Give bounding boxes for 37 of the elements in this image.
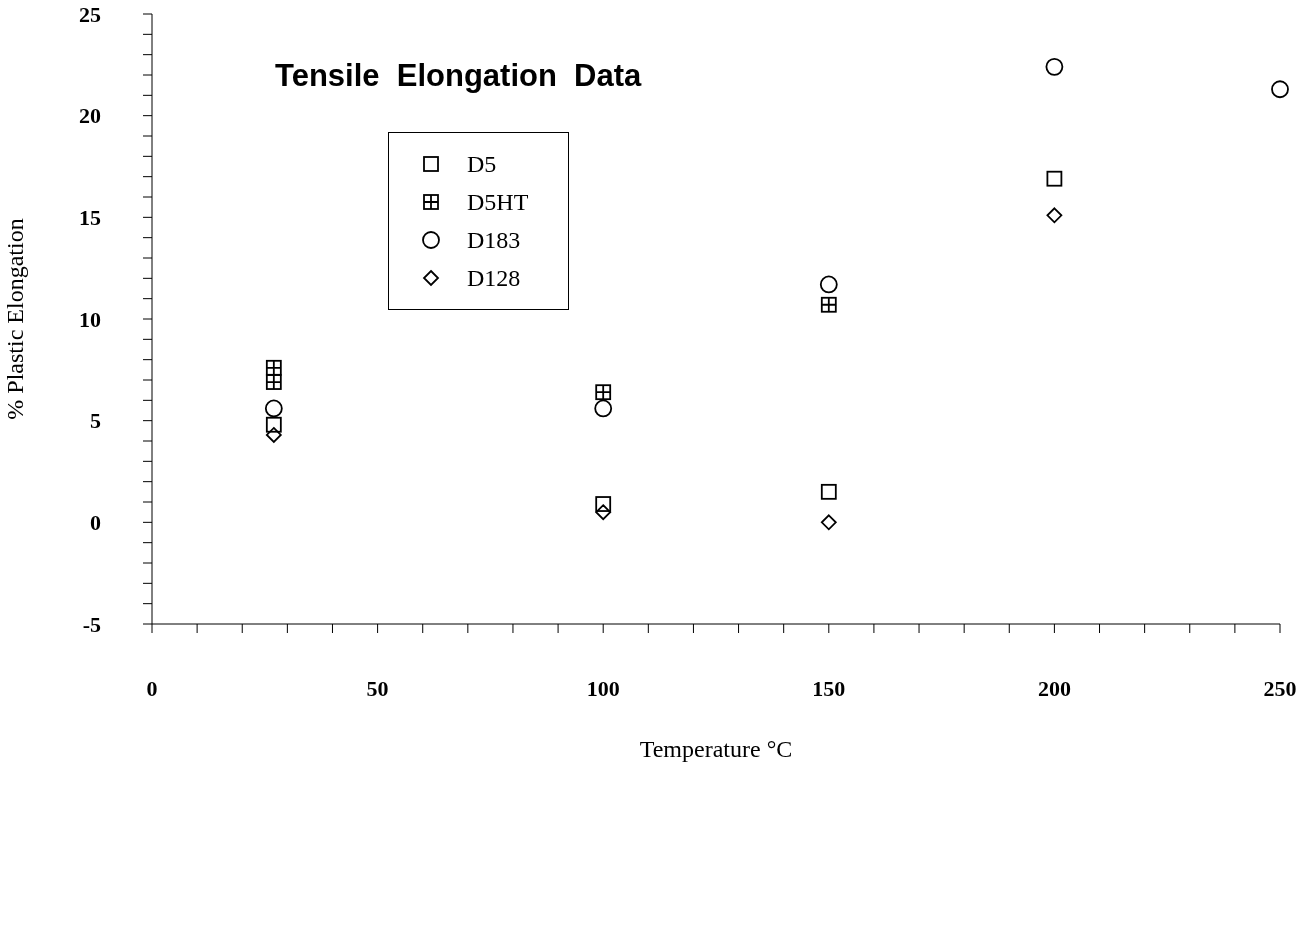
x-tick-label: 0 [146, 675, 158, 701]
point [594, 399, 613, 418]
legend-label: D5 [467, 150, 497, 178]
y-tick-label: 5 [90, 408, 101, 434]
legend-label: D183 [467, 226, 521, 254]
x-tick-label: 200 [1037, 675, 1071, 701]
x-tick-label: 100 [586, 675, 620, 701]
point [820, 514, 837, 531]
point [265, 374, 282, 390]
legend-label: D5HT [467, 188, 529, 216]
point [820, 483, 837, 500]
x-tick-label: 250 [1263, 675, 1297, 701]
y-tick-label: 0 [90, 510, 101, 536]
y-tick-label: 15 [79, 205, 101, 231]
point [1046, 207, 1063, 224]
legend-label: D128 [467, 264, 521, 292]
text: Tensile Elongation Data [275, 58, 642, 94]
y-tick-label: 20 [79, 103, 101, 129]
x-axis-title: Temperature °C [639, 736, 793, 762]
point [265, 359, 282, 376]
x-tick-label: 50 [366, 675, 389, 701]
y-tick-label: 10 [79, 306, 101, 332]
y-tick-label: -5 [82, 611, 101, 637]
point [820, 296, 837, 313]
point [595, 504, 612, 521]
point [1046, 170, 1063, 187]
point [1271, 80, 1289, 99]
point [819, 275, 838, 294]
point [265, 427, 282, 443]
point [265, 416, 282, 433]
x-tick-label: 150 [812, 675, 846, 701]
point [1045, 57, 1064, 76]
point [595, 384, 612, 401]
point [264, 399, 283, 418]
y-axis-title: % Plastic Elongation [1, 218, 28, 420]
point [595, 496, 612, 512]
y-tick-label: 25 [79, 1, 101, 27]
